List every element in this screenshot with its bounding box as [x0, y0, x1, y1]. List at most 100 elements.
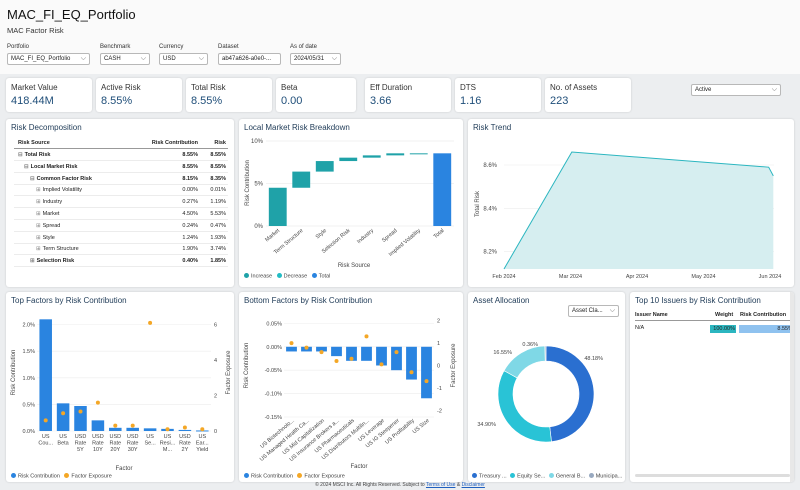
factor-exposure-dot[interactable] — [78, 409, 83, 414]
kpi-value: 3.66 — [370, 95, 392, 107]
waterfall-bar[interactable] — [292, 171, 311, 188]
kpi-value: 223 — [550, 95, 569, 107]
panel-title: Top 10 Issuers by Risk Contribution — [635, 296, 761, 305]
factor-exposure-dot[interactable] — [95, 400, 100, 405]
expand-icon[interactable]: ⊞ — [30, 258, 35, 265]
risk-contribution-value: 8.55% — [182, 163, 198, 170]
y-axis-label: Total Risk — [475, 190, 481, 217]
waterfall-bar[interactable] — [362, 155, 381, 158]
table-row[interactable]: ⊟ Local Market Risk 8.55% 8.55% — [14, 162, 228, 173]
risk-source-label: Industry — [42, 199, 63, 206]
risk-source-name: ⊞ Spread — [36, 221, 60, 231]
factor-exposure-dot[interactable] — [364, 334, 369, 339]
waterfall-bar[interactable] — [268, 187, 287, 226]
chevron-down-icon: ⌵ — [609, 307, 615, 314]
factor-exposure-dot[interactable] — [113, 423, 118, 428]
dataset-select-value: ab47a626-a0e0-... — [222, 56, 272, 62]
dataset-select[interactable]: ab47a626-a0e0-... — [218, 53, 281, 65]
currency-select-value: USD — [163, 56, 176, 62]
benchmark-select[interactable]: CASH ⌵ — [100, 53, 150, 65]
expand-icon[interactable]: ⊞ — [36, 187, 41, 194]
factor-exposure-dot[interactable] — [424, 379, 429, 384]
expand-icon[interactable]: ⊞ — [36, 222, 41, 229]
waterfall-bar[interactable] — [409, 153, 428, 155]
factor-exposure-dot[interactable] — [165, 427, 170, 432]
factor-exposure-dot[interactable] — [379, 362, 384, 367]
risk-contribution-bar[interactable] — [406, 346, 417, 380]
risk-contribution-bar[interactable] — [178, 429, 192, 431]
risk-contribution-bar[interactable] — [39, 319, 52, 431]
factor-exposure-dot[interactable] — [349, 356, 354, 361]
table-row[interactable]: ⊞ Selection Risk 0.40% 1.85% — [14, 256, 228, 268]
kpi-eff-duration: Eff Duration 3.66 — [365, 78, 451, 112]
risk-value: 0.47% — [210, 222, 226, 229]
expand-icon[interactable]: ⊞ — [36, 199, 41, 206]
risk-contribution-bar[interactable] — [421, 346, 432, 399]
table-row[interactable]: ⊟ Common Factor Risk 8.15% 8.35% — [14, 174, 228, 185]
expand-icon[interactable]: ⊞ — [36, 211, 41, 217]
expand-icon[interactable]: ⊞ — [36, 234, 41, 241]
factor-exposure-dot[interactable] — [319, 350, 324, 355]
table-row[interactable]: ⊞ Industry 0.27% 1.19% — [14, 197, 228, 209]
risk-contribution-bar[interactable] — [361, 346, 372, 361]
risk-value: 8.35% — [210, 175, 226, 182]
waterfall-bar[interactable] — [339, 157, 358, 162]
allocation-group-select[interactable]: Asset Cla... ⌵ — [568, 305, 619, 317]
y-tick-label: 5% — [254, 182, 263, 188]
risk-contribution-bar[interactable] — [391, 346, 402, 371]
risk-contribution-bar[interactable] — [376, 346, 387, 366]
risk-contribution-bar[interactable] — [316, 346, 327, 352]
donut-slice[interactable] — [545, 345, 595, 443]
risk-contribution-bar[interactable] — [143, 428, 157, 431]
collapse-icon[interactable]: ⊟ — [30, 175, 35, 182]
view-select[interactable]: Active ⌵ — [691, 84, 781, 96]
collapse-icon[interactable]: ⊟ — [24, 163, 29, 170]
factor-exposure-dot[interactable] — [182, 425, 187, 430]
waterfall-bar[interactable] — [433, 153, 452, 226]
y-axis-label-right: Factor Exposure — [451, 343, 457, 388]
as-of-date-select[interactable]: 2024/05/31 ⌵ — [290, 53, 341, 65]
risk-contribution-bar[interactable] — [346, 346, 357, 361]
factor-exposure-dot[interactable] — [304, 345, 309, 350]
risk-contribution-bar[interactable] — [109, 427, 122, 431]
table-row[interactable]: ⊞ Term Structure 1.90% 3.74% — [14, 244, 228, 256]
donut-slice[interactable] — [497, 370, 552, 443]
table-row[interactable]: ⊟ Total Risk 8.55% 8.55% — [14, 150, 228, 161]
risk-source-name: ⊞ Selection Risk — [30, 256, 74, 266]
factor-exposure-dot[interactable] — [394, 350, 399, 355]
waterfall-bar[interactable] — [315, 161, 334, 172]
vertical-scrollbar[interactable] — [790, 292, 794, 482]
risk-trend-line[interactable] — [503, 151, 774, 270]
factor-exposure-dot[interactable] — [334, 359, 339, 364]
risk-contribution-bar[interactable] — [56, 403, 70, 431]
y-tick-label: 0.0% — [22, 429, 35, 435]
donut-slice[interactable] — [544, 345, 547, 362]
risk-trend-panel: Risk Trend Total Risk 8.2% 8.4% 8.6% Feb 202… — [468, 119, 794, 287]
legend-label: Municipa... — [595, 473, 623, 480]
risk-contribution-bar[interactable] — [126, 427, 139, 431]
factor-exposure-dot[interactable] — [409, 370, 414, 375]
terms-of-use-link[interactable]: Terms of Use — [425, 482, 456, 488]
disclaimer-link[interactable]: Disclaimer — [461, 482, 485, 488]
factor-exposure-dot[interactable] — [61, 411, 66, 416]
factor-exposure-dot[interactable] — [43, 418, 48, 423]
factor-exposure-dot[interactable] — [130, 423, 135, 428]
table-row[interactable]: ⊞ Style 1.24% 1.93% — [14, 233, 228, 244]
table-row[interactable]: ⊞ Market 4.50% 5.53% — [14, 209, 228, 220]
table-row[interactable]: ⊞ Implied Volatility 0.00% 0.01% — [14, 185, 228, 197]
horizontal-scrollbar[interactable] — [635, 474, 790, 477]
currency-select[interactable]: USD ⌵ — [159, 53, 208, 65]
factor-exposure-dot[interactable] — [148, 320, 153, 325]
risk-contribution-bar[interactable] — [91, 420, 105, 431]
risk-contribution-value: 0.40% — [182, 258, 198, 265]
collapse-icon[interactable]: ⊟ — [18, 152, 23, 158]
risk-contribution-bar[interactable] — [74, 406, 87, 431]
waterfall-bar[interactable] — [386, 153, 405, 156]
portfolio-select[interactable]: MAC_FI_EQ_Portfolio ⌵ — [7, 53, 90, 65]
table-row[interactable]: ⊞ Spread 0.24% 0.47% — [14, 221, 228, 232]
expand-icon[interactable]: ⊞ — [36, 246, 41, 253]
risk-contribution-bar[interactable] — [286, 346, 297, 352]
factor-exposure-dot[interactable] — [200, 427, 205, 432]
risk-contribution-bar[interactable] — [331, 346, 342, 357]
factor-exposure-dot[interactable] — [289, 341, 294, 346]
